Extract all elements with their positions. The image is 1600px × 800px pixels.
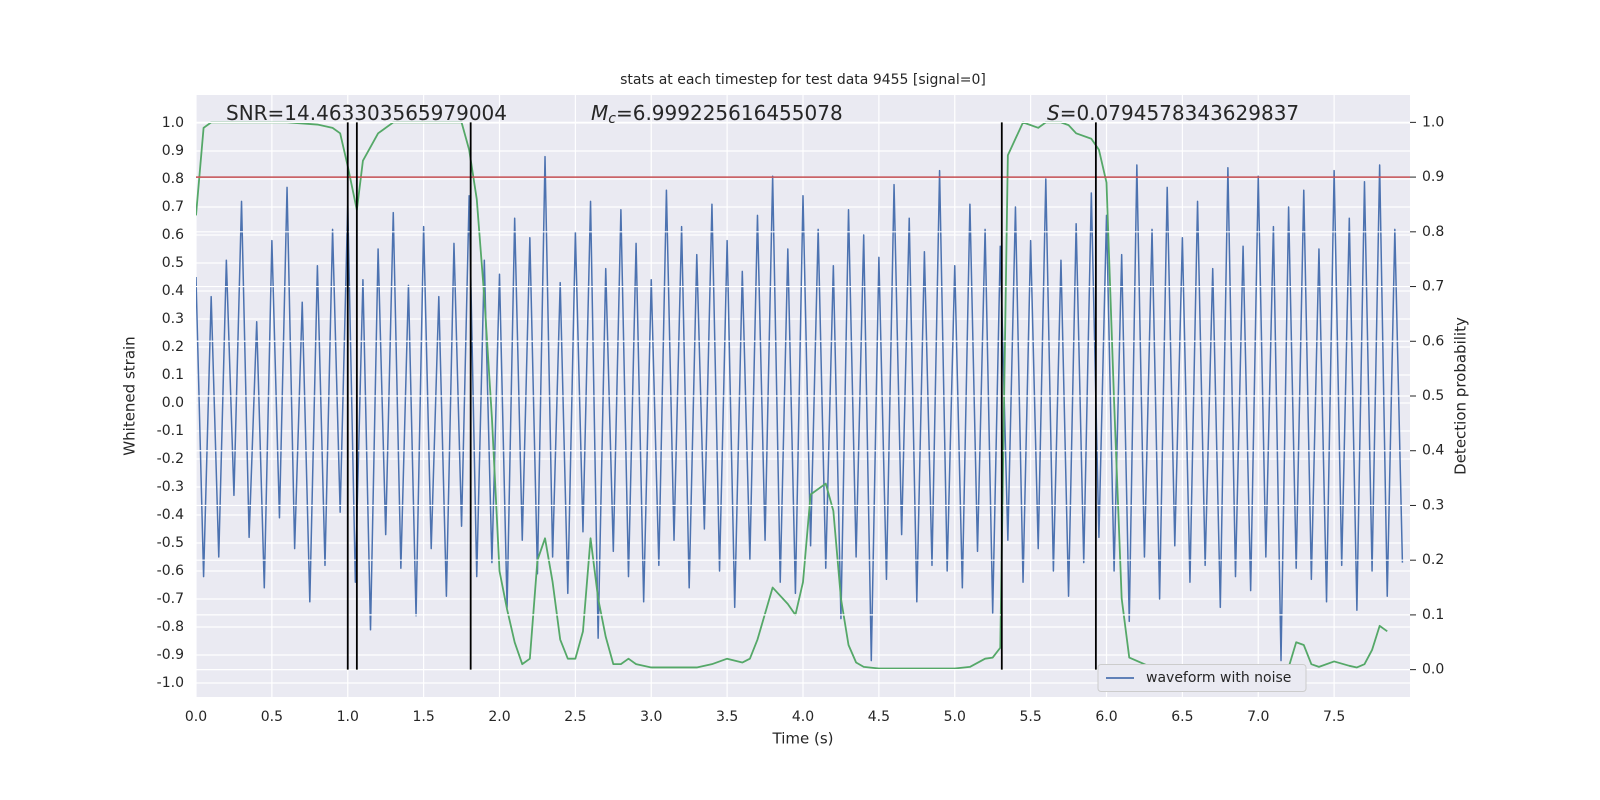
annotation-subscript: c bbox=[608, 111, 616, 127]
y-tick-label: -0.4 bbox=[157, 507, 184, 523]
annotation: Mc=6.999225616455078 bbox=[591, 101, 843, 128]
legend-box bbox=[1097, 664, 1307, 692]
y-tick-label: 0.2 bbox=[162, 339, 184, 355]
y-tick-label: -0.2 bbox=[157, 451, 184, 467]
x-tick-label: 4.0 bbox=[792, 709, 814, 725]
y2-tick-label: 0.3 bbox=[1422, 497, 1444, 513]
y-tick-label: 0.9 bbox=[162, 143, 184, 159]
y-tick-label: 0.5 bbox=[162, 255, 184, 271]
x-tick-label: 4.5 bbox=[868, 709, 890, 725]
chart-title: stats at each timestep for test data 945… bbox=[620, 72, 986, 88]
legend-label: waveform with noise bbox=[1146, 670, 1291, 686]
y2-axis-label: Detection probability bbox=[1452, 317, 1470, 475]
y-tick-label: -0.9 bbox=[157, 647, 184, 663]
y-tick-label: -1.0 bbox=[157, 675, 184, 691]
x-tick-label: 3.5 bbox=[716, 709, 738, 725]
annotation: SNR=14.463303565979004 bbox=[226, 101, 507, 125]
y-tick-label: -0.7 bbox=[157, 591, 184, 607]
y2-tick-label: 0.6 bbox=[1422, 333, 1444, 349]
y-tick-label: -0.5 bbox=[157, 535, 184, 551]
y2-tick-label: 0.9 bbox=[1422, 169, 1444, 185]
y2-tick-label: 0.5 bbox=[1422, 388, 1444, 404]
x-tick-label: 5.5 bbox=[1019, 709, 1041, 725]
x-axis-label: Time (s) bbox=[772, 730, 834, 748]
y-tick-label: -0.3 bbox=[157, 479, 184, 495]
x-tick-label: 7.0 bbox=[1247, 709, 1269, 725]
y2-tick-label: 1.0 bbox=[1422, 114, 1444, 130]
annotation-symbol: M bbox=[591, 101, 608, 125]
y-tick-label: 0.0 bbox=[162, 395, 184, 411]
annotation-symbol: S bbox=[1047, 101, 1060, 125]
x-tick-label: 3.0 bbox=[640, 709, 662, 725]
y-tick-label: 0.6 bbox=[162, 227, 184, 243]
annotation-text: =6.999225616455078 bbox=[616, 101, 843, 125]
y-tick-label: -0.1 bbox=[157, 423, 184, 439]
y-tick-label: 0.3 bbox=[162, 311, 184, 327]
y-tick-label: 0.7 bbox=[162, 199, 184, 215]
y-tick-label: 0.8 bbox=[162, 171, 184, 187]
x-tick-label: 0.0 bbox=[185, 709, 207, 725]
annotation: S=0.0794578343629837 bbox=[1047, 101, 1299, 125]
y2-tick-label: 0.8 bbox=[1422, 224, 1444, 240]
x-tick-label: 6.5 bbox=[1171, 709, 1193, 725]
y-tick-label: -0.8 bbox=[157, 619, 184, 635]
y-tick-label: -0.6 bbox=[157, 563, 184, 579]
y2-tick-label: 0.0 bbox=[1422, 662, 1444, 678]
x-tick-label: 6.0 bbox=[1095, 709, 1117, 725]
y2-tick-label: 0.2 bbox=[1422, 552, 1444, 568]
annotation-text: SNR=14.463303565979004 bbox=[226, 101, 507, 125]
x-tick-label: 2.5 bbox=[564, 709, 586, 725]
y2-tick-label: 0.7 bbox=[1422, 279, 1444, 295]
x-tick-label: 7.5 bbox=[1323, 709, 1345, 725]
x-tick-label: 1.5 bbox=[412, 709, 434, 725]
y2-tick-label: 0.4 bbox=[1422, 443, 1444, 459]
y-axis-label: Whitened strain bbox=[121, 336, 139, 455]
x-tick-label: 2.0 bbox=[488, 709, 510, 725]
x-tick-label: 5.0 bbox=[944, 709, 966, 725]
y-tick-label: 0.4 bbox=[162, 283, 184, 299]
x-tick-label: 1.0 bbox=[337, 709, 359, 725]
y-tick-label: 0.1 bbox=[162, 367, 184, 383]
y-tick-label: 1.0 bbox=[162, 115, 184, 131]
y2-tick-label: 0.1 bbox=[1422, 607, 1444, 623]
waveform-line bbox=[196, 155, 1404, 662]
x-tick-label: 0.5 bbox=[261, 709, 283, 725]
annotation-text: =0.0794578343629837 bbox=[1060, 101, 1299, 125]
